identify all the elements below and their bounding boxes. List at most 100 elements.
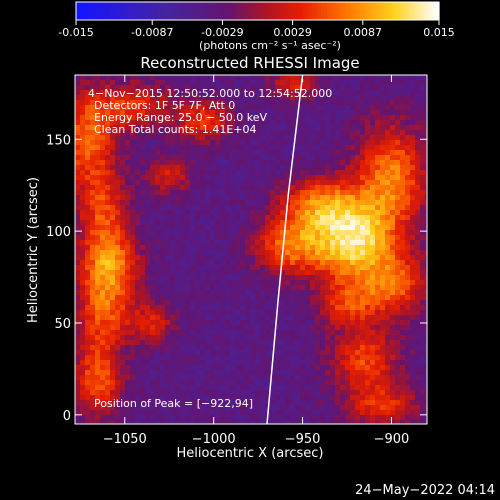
heatmap-cell [305,235,311,241]
heatmap-cell [300,160,306,166]
heatmap-cell [95,125,101,131]
heatmap-cell [80,145,86,151]
heatmap-cell [415,115,421,121]
heatmap-cell [190,325,196,331]
heatmap-cell [420,310,426,316]
heatmap-cell [280,230,286,236]
heatmap-cell [290,385,296,391]
heatmap-cell [220,110,226,116]
heatmap-cell [360,145,366,151]
heatmap-cell [360,310,366,316]
heatmap-cell [180,330,186,336]
heatmap-cell [345,350,351,356]
heatmap-cell [325,360,331,366]
heatmap-cell [255,410,261,416]
heatmap-cell [190,235,196,241]
heatmap-cell [115,415,121,421]
heatmap-cell [95,360,101,366]
heatmap-cell [370,165,376,171]
heatmap-cell [105,270,111,276]
heatmap-cell [210,205,216,211]
heatmap-cell [345,295,351,301]
heatmap-cell [115,290,121,296]
colorbar-cell [375,2,380,20]
heatmap-cell [415,220,421,226]
heatmap-cell [95,155,101,161]
heatmap-cell [385,225,391,231]
heatmap-cell [260,320,266,326]
heatmap-cell [75,280,81,286]
heatmap-cell [280,300,286,306]
heatmap-cell [300,120,306,126]
heatmap-cell [80,315,86,321]
heatmap-cell [90,215,96,221]
heatmap-cell [210,360,216,366]
heatmap-cell [75,335,81,341]
colorbar-cell [423,2,428,20]
heatmap-cell [245,185,251,191]
heatmap-cell [360,245,366,251]
heatmap-cell [245,180,251,186]
heatmap-cell [210,175,216,181]
heatmap-cell [375,150,381,156]
heatmap-cell [340,105,346,111]
heatmap-cell [180,160,186,166]
heatmap-cell [205,115,211,121]
heatmap-cell [165,220,171,226]
heatmap-cell [105,330,111,336]
heatmap-cell [340,265,346,271]
heatmap-cell [190,190,196,196]
heatmap-cell [200,270,206,276]
heatmap-cell [280,140,286,146]
heatmap-cell [120,205,126,211]
heatmap-cell [320,160,326,166]
heatmap-cell [90,280,96,286]
heatmap-cell [125,165,131,171]
heatmap-cell [115,190,121,196]
heatmap-cell [270,180,276,186]
heatmap-cell [390,270,396,276]
heatmap-cell [420,360,426,366]
heatmap-cell [205,320,211,326]
heatmap-cell [195,400,201,406]
heatmap-cell [145,375,151,381]
heatmap-cell [255,220,261,226]
heatmap-cell [410,385,416,391]
heatmap-cell [370,230,376,236]
heatmap-cell [115,300,121,306]
heatmap-cell [385,135,391,141]
heatmap-cell [240,190,246,196]
heatmap-cell [265,285,271,291]
heatmap-cell [360,350,366,356]
heatmap-cell [355,300,361,306]
heatmap-cell [400,395,406,401]
heatmap-cell [260,240,266,246]
heatmap-cell [155,335,161,341]
heatmap-cell [305,130,311,136]
heatmap-cell [105,400,111,406]
heatmap-cell [425,125,428,131]
heatmap-cell [345,75,351,81]
heatmap-cell [400,355,406,361]
heatmap-cell [90,195,96,201]
heatmap-cell [160,160,166,166]
heatmap-cell [330,305,336,311]
heatmap-cell [325,180,331,186]
heatmap-cell [340,340,346,346]
heatmap-cell [230,215,236,221]
heatmap-cell [375,335,381,341]
colorbar-cell [215,2,219,20]
heatmap-cell [330,170,336,176]
heatmap-cell [215,95,221,101]
heatmap-cell [75,150,81,156]
heatmap-cell [365,320,371,326]
heatmap-cell [305,310,311,316]
heatmap-cell [155,205,161,211]
heatmap-cell [385,390,391,396]
heatmap-cell [110,345,116,351]
heatmap-cell [265,320,271,326]
heatmap-cell [165,140,171,146]
heatmap-cell [80,405,86,411]
heatmap-cell [160,165,166,171]
heatmap-cell [155,85,161,91]
